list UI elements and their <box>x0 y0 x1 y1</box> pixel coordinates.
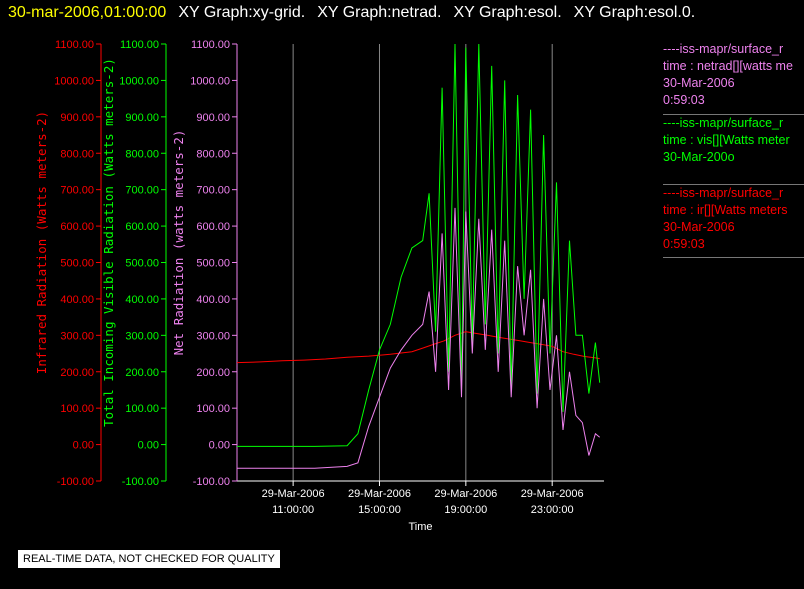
y-tick-label: 300.00 <box>60 330 94 342</box>
y-tick-label: 700.00 <box>60 185 94 197</box>
y-tick-label: 500.00 <box>125 258 159 270</box>
x-tick-label: 29-Mar-2006 <box>434 488 497 500</box>
y-tick-label: 400.00 <box>196 294 230 306</box>
y-tick-label: 700.00 <box>125 185 159 197</box>
x-axis-title: Time <box>408 521 432 533</box>
y-tick-label: 300.00 <box>196 330 230 342</box>
x-tick-label: 29-Mar-2006 <box>262 488 325 500</box>
y-tick-label: 400.00 <box>125 294 159 306</box>
y-tick-label: 200.00 <box>60 367 94 379</box>
legend-ir-line1: ----iss-mapr/surface_r <box>663 186 784 200</box>
legend-ir-line4: 0:59:03 <box>663 237 705 251</box>
series-line-0 <box>236 331 600 364</box>
series-line-2 <box>237 207 601 469</box>
timestamp: 30-mar-2006,01:00:00 <box>8 4 167 21</box>
y-tick-label: 300.00 <box>125 330 159 342</box>
quality-notice: REAL-TIME DATA, NOT CHECKED FOR QUALITY <box>18 550 280 568</box>
y-axis-title: Infrared Radiation (Watts meters-2) <box>34 111 49 374</box>
y-tick-label: 0.00 <box>138 440 159 452</box>
legend-net-line3: 30-Mar-2006 <box>663 76 735 90</box>
y-tick-label: 700.00 <box>196 185 230 197</box>
x-tick-label: 11:00:00 <box>272 504 314 516</box>
y-tick-label: 1000.00 <box>190 75 230 87</box>
y-axis-title: Total Incoming Visible Radiation (Watts … <box>101 58 116 427</box>
y-tick-label: 1100.00 <box>120 39 159 51</box>
series-line-1 <box>237 43 601 447</box>
x-tick-label: 15:00:00 <box>358 504 401 516</box>
y-tick-label: -100.00 <box>57 476 94 488</box>
legend-divider <box>663 114 804 115</box>
graph-title-3: XY Graph:esol. <box>453 4 562 21</box>
y-tick-label: 900.00 <box>125 112 159 124</box>
graph-title-1: XY Graph:xy-grid. <box>178 4 306 21</box>
legend-vis-line2: time : vis[][Watts meter <box>663 133 790 147</box>
y-tick-label: -100.00 <box>122 476 159 488</box>
graph-title-2: XY Graph:netrad. <box>317 4 442 21</box>
y-tick-label: 500.00 <box>60 258 94 270</box>
legend-divider <box>663 257 804 258</box>
y-tick-label: 1000.00 <box>119 75 159 87</box>
y-tick-label: 600.00 <box>60 221 94 233</box>
y-tick-label: 800.00 <box>196 148 230 160</box>
y-tick-label: 200.00 <box>196 367 230 379</box>
legend-entry-ir: ----iss-mapr/surface_r time : ir[][Watts… <box>663 184 804 260</box>
y-tick-label: 500.00 <box>196 258 230 270</box>
graph-title-4: XY Graph:esol.0. <box>573 4 696 21</box>
legend-net-line2: time : netrad[][watts me <box>663 59 793 73</box>
y-tick-label: 900.00 <box>196 112 230 124</box>
y-tick-label: 800.00 <box>60 148 94 160</box>
y-tick-label: -100.00 <box>193 476 230 488</box>
legend-entry-net: ----iss-mapr/surface_r time : netrad[][w… <box>663 41 804 113</box>
y-tick-label: 1100.00 <box>191 39 230 51</box>
y-tick-label: 600.00 <box>196 221 230 233</box>
y-tick-label: 0.00 <box>73 440 94 452</box>
x-tick-label: 19:00:00 <box>444 504 487 516</box>
y-tick-label: 900.00 <box>60 112 94 124</box>
y-tick-label: 1000.00 <box>54 75 94 87</box>
y-tick-label: 800.00 <box>125 148 159 160</box>
x-tick-label: 29-Mar-2006 <box>521 488 584 500</box>
legend-vis-line1: ----iss-mapr/surface_r <box>663 116 784 130</box>
y-tick-label: 400.00 <box>60 294 94 306</box>
legend-divider <box>663 184 804 185</box>
y-axis-title: Net Radiation (watts meters-2) <box>171 130 186 356</box>
y-tick-label: 100.00 <box>60 403 94 415</box>
x-tick-label: 23:00:00 <box>531 504 574 516</box>
legend-ir-line3: 30-Mar-2006 <box>663 220 735 234</box>
y-tick-label: 1100.00 <box>55 39 94 51</box>
legend-entry-vis: ----iss-mapr/surface_r time : vis[][Watt… <box>663 114 804 180</box>
y-tick-label: 200.00 <box>125 367 159 379</box>
legend-net-line1: ----iss-mapr/surface_r <box>663 42 784 56</box>
header: 30-mar-2006,01:00:00 XY Graph:xy-grid. XY … <box>8 4 695 22</box>
y-tick-label: 100.00 <box>125 403 159 415</box>
y-tick-label: 100.00 <box>196 403 230 415</box>
x-tick-label: 29-Mar-2006 <box>348 488 411 500</box>
y-tick-label: 0.00 <box>209 440 230 452</box>
legend-ir-line2: time : ir[][Watts meters <box>663 203 788 217</box>
legend-vis-line3: 30-Mar-200o <box>663 150 735 164</box>
legend-net-line4: 0:59:03 <box>663 93 705 107</box>
y-tick-label: 600.00 <box>125 221 159 233</box>
